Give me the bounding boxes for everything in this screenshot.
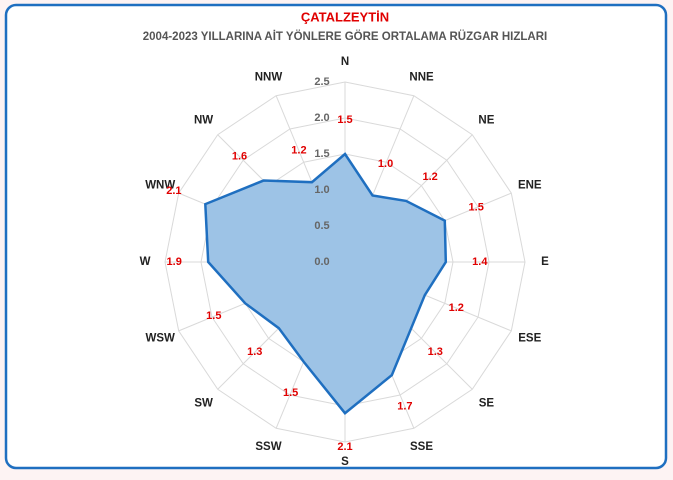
data-label: 1.5 bbox=[337, 114, 352, 126]
axis-tick-label: 0.0 bbox=[314, 256, 329, 268]
direction-label: NNW bbox=[255, 71, 283, 83]
direction-label: S bbox=[341, 456, 349, 468]
chart-title: ÇATALZEYTİN bbox=[301, 9, 389, 24]
direction-label: SE bbox=[479, 397, 495, 409]
data-label: 1.4 bbox=[472, 256, 488, 268]
data-label: 1.2 bbox=[291, 145, 306, 157]
data-label: 1.6 bbox=[232, 150, 247, 162]
direction-label: SW bbox=[194, 397, 213, 409]
direction-label: WSW bbox=[146, 333, 176, 345]
direction-label: W bbox=[140, 256, 151, 268]
data-area bbox=[204, 152, 448, 415]
data-label: 2.1 bbox=[337, 441, 352, 453]
direction-label: N bbox=[341, 56, 349, 68]
direction-label: NW bbox=[194, 115, 213, 127]
data-label: 1.7 bbox=[397, 400, 412, 412]
data-label: 1.5 bbox=[283, 387, 298, 399]
data-label: 1.3 bbox=[428, 346, 443, 358]
axis-tick-label: 1.5 bbox=[314, 148, 329, 160]
direction-label: NE bbox=[478, 115, 494, 127]
direction-label: SSW bbox=[255, 441, 281, 453]
direction-label: NNE bbox=[409, 71, 434, 83]
chart-subtitle: 2004-2023 YILLARINA AİT YÖNLERE GÖRE ORT… bbox=[143, 30, 547, 43]
data-label: 1.5 bbox=[469, 202, 484, 214]
direction-label: ESE bbox=[518, 333, 541, 345]
axis-tick-label: 2.0 bbox=[314, 112, 329, 124]
data-label: 1.0 bbox=[378, 158, 393, 170]
direction-label: ENE bbox=[518, 179, 542, 191]
direction-label: E bbox=[541, 256, 549, 268]
data-label: 1.5 bbox=[206, 310, 221, 322]
data-label: 1.2 bbox=[449, 302, 464, 314]
axis-tick-label: 0.5 bbox=[314, 220, 329, 232]
direction-label: SSE bbox=[410, 441, 433, 453]
axis-tick-label: 1.0 bbox=[314, 184, 329, 196]
data-label: 1.3 bbox=[247, 346, 262, 358]
data-label: 1.9 bbox=[167, 256, 182, 268]
data-label: 1.2 bbox=[422, 171, 437, 183]
direction-label: WNW bbox=[145, 179, 175, 191]
axis-tick-label: 2.5 bbox=[314, 76, 329, 88]
data-label: 2.1 bbox=[166, 185, 181, 197]
